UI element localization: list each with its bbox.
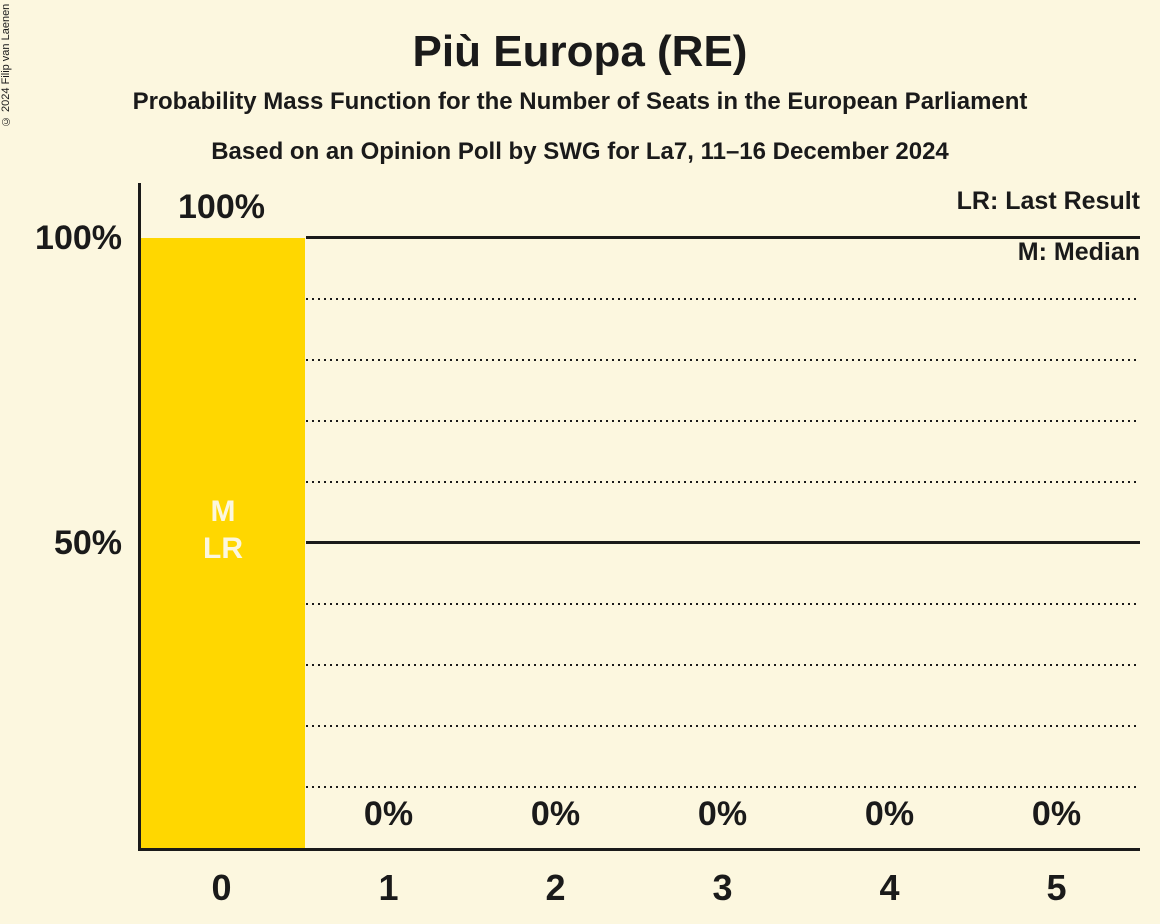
last-result-marker-label: LR [203, 532, 243, 565]
gridline-dotted-80 [306, 359, 1140, 361]
gridline-dotted-40 [306, 603, 1140, 605]
x-axis-tick-1: 1 [378, 867, 399, 908]
legend-last-result: LR: Last Result [956, 187, 1140, 215]
gridline-dotted-10 [306, 786, 1140, 788]
x-axis-tick-2: 2 [545, 867, 566, 908]
gridline-dotted-90 [306, 298, 1140, 300]
legend-median: M: Median [1017, 238, 1140, 266]
chart-source-line: Based on an Opinion Poll by SWG for La7,… [211, 138, 949, 165]
x-axis-tick-4: 4 [879, 867, 900, 908]
gridline-solid-50 [306, 541, 1140, 544]
median-marker-label: M [210, 495, 236, 528]
value-label-seats-1: 0% [363, 795, 414, 833]
gridline-dotted-20 [306, 725, 1140, 727]
y-axis-line [138, 183, 141, 851]
y-axis-tick-100: 100% [35, 219, 122, 257]
value-label-seats-3: 0% [697, 795, 748, 833]
gridline-dotted-60 [306, 481, 1140, 483]
value-label-seats-5: 0% [1031, 795, 1082, 833]
chart-title: Più Europa (RE) [412, 27, 748, 76]
gridline-dotted-70 [306, 420, 1140, 422]
bar-annotation-labels: M LR [141, 493, 305, 567]
x-axis-tick-0: 0 [211, 867, 232, 908]
value-label-seats-4: 0% [864, 795, 915, 833]
y-axis-tick-50: 50% [53, 524, 122, 562]
value-label-seats-2: 0% [530, 795, 581, 833]
chart-subtitle: Probability Mass Function for the Number… [132, 88, 1028, 115]
copyright-notice: © 2024 Filip van Laenen [0, 3, 12, 127]
x-axis-tick-5: 5 [1046, 867, 1067, 908]
gridline-dotted-30 [306, 664, 1140, 666]
gridline-solid-100 [306, 236, 1140, 239]
value-label-seats-0: 100% [178, 188, 265, 226]
x-axis-line [138, 848, 1140, 851]
x-axis-tick-3: 3 [712, 867, 733, 908]
bar-seats-0 [141, 238, 305, 848]
